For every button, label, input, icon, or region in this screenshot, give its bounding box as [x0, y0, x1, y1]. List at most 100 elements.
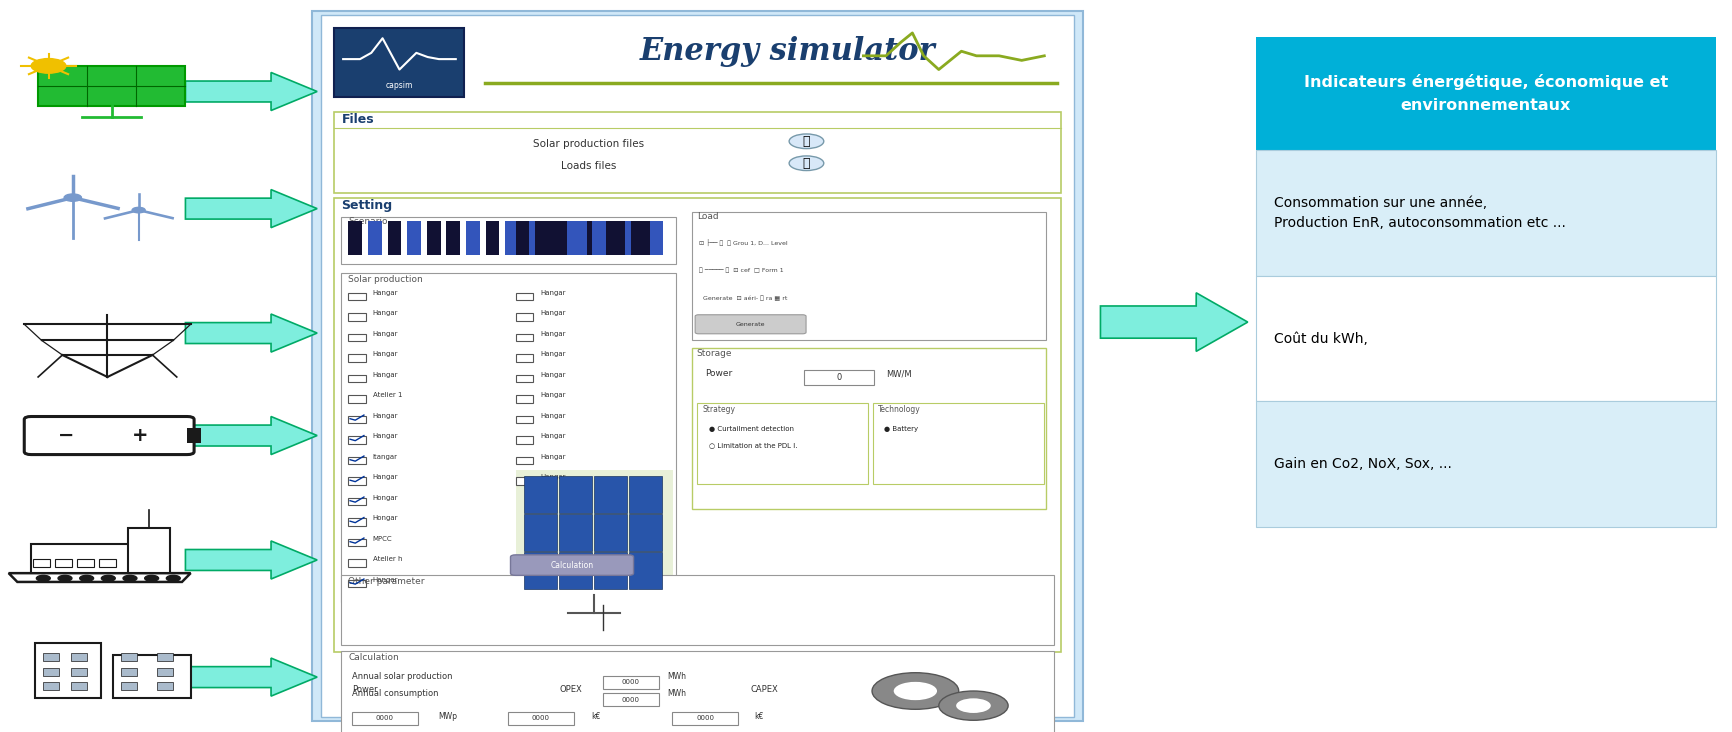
- Bar: [334, 28, 464, 97]
- Text: Hangar: Hangar: [540, 351, 565, 357]
- Bar: [466, 221, 480, 255]
- Bar: [348, 539, 365, 546]
- FancyBboxPatch shape: [695, 315, 805, 334]
- Bar: [516, 416, 533, 423]
- Text: Technology: Technology: [878, 405, 921, 414]
- Text: Energy simulator: Energy simulator: [639, 36, 935, 67]
- Bar: [312, 11, 1082, 721]
- Text: Scenario: Scenario: [348, 217, 388, 226]
- Bar: [516, 293, 533, 300]
- Bar: [35, 643, 100, 698]
- Bar: [33, 559, 50, 567]
- Bar: [31, 544, 149, 573]
- Bar: [348, 477, 365, 485]
- Bar: [348, 395, 365, 403]
- Bar: [352, 712, 417, 725]
- Circle shape: [36, 575, 50, 581]
- Bar: [99, 559, 116, 567]
- Bar: [348, 221, 362, 255]
- Bar: [367, 221, 381, 255]
- Text: 🔍: 🔍: [802, 135, 811, 148]
- Text: Hangar: Hangar: [372, 577, 398, 583]
- FancyBboxPatch shape: [511, 555, 634, 575]
- Text: Hangar: Hangar: [540, 331, 565, 337]
- Bar: [485, 221, 499, 255]
- Polygon shape: [185, 658, 317, 696]
- Text: k€: k€: [591, 712, 599, 721]
- Circle shape: [31, 59, 66, 73]
- Bar: [594, 515, 627, 551]
- Bar: [447, 221, 461, 255]
- Bar: [573, 221, 587, 255]
- Bar: [584, 221, 598, 255]
- Text: Solar production: Solar production: [348, 274, 423, 284]
- Bar: [388, 221, 402, 255]
- Text: 0000: 0000: [622, 697, 639, 703]
- Text: Hongar: Hongar: [372, 515, 398, 521]
- Polygon shape: [185, 417, 317, 455]
- Bar: [426, 221, 440, 255]
- Text: Setting: Setting: [341, 199, 393, 212]
- Bar: [516, 375, 533, 382]
- Text: Annual solar production: Annual solar production: [352, 671, 452, 681]
- Text: Hangar: Hangar: [372, 474, 398, 480]
- Bar: [348, 375, 365, 382]
- Text: Load: Load: [696, 212, 719, 221]
- Bar: [113, 655, 191, 698]
- FancyBboxPatch shape: [24, 417, 194, 455]
- FancyBboxPatch shape: [691, 348, 1046, 509]
- Bar: [71, 653, 87, 661]
- Text: Atelier 1: Atelier 1: [372, 392, 402, 398]
- FancyBboxPatch shape: [691, 212, 1046, 340]
- Text: Power: Power: [352, 685, 378, 695]
- Bar: [348, 457, 365, 464]
- Bar: [71, 682, 87, 690]
- Text: Storage: Storage: [696, 348, 733, 358]
- FancyBboxPatch shape: [341, 575, 1053, 645]
- Text: Annual consumption: Annual consumption: [352, 689, 438, 698]
- FancyBboxPatch shape: [873, 403, 1043, 484]
- Text: Hangar: Hangar: [372, 413, 398, 419]
- Bar: [650, 221, 663, 255]
- Text: 0000: 0000: [696, 715, 714, 721]
- Bar: [516, 334, 533, 341]
- Circle shape: [59, 575, 73, 581]
- Bar: [544, 221, 558, 255]
- Bar: [348, 580, 365, 587]
- Bar: [630, 221, 644, 255]
- Bar: [516, 477, 533, 485]
- FancyBboxPatch shape: [341, 651, 1053, 732]
- Polygon shape: [1100, 293, 1247, 351]
- Text: Coût du kWh,: Coût du kWh,: [1273, 332, 1367, 346]
- Text: ⊡ ├── 🔲  ⬜ Grou 1, D... Level: ⊡ ├── 🔲 ⬜ Grou 1, D... Level: [698, 239, 786, 246]
- Text: ● Battery: ● Battery: [883, 426, 918, 432]
- Text: Generate: Generate: [736, 322, 766, 326]
- Circle shape: [80, 575, 94, 581]
- Bar: [525, 515, 556, 551]
- FancyBboxPatch shape: [696, 403, 868, 484]
- Bar: [187, 428, 201, 443]
- Bar: [559, 553, 592, 589]
- Bar: [516, 221, 528, 255]
- Text: Other parameter: Other parameter: [348, 577, 424, 586]
- Text: Hangar: Hangar: [540, 413, 565, 419]
- Text: Indicateurs énergétique, économique et
environnementaux: Indicateurs énergétique, économique et e…: [1302, 74, 1668, 113]
- Text: MWp: MWp: [438, 712, 457, 721]
- Bar: [592, 221, 606, 255]
- Text: ● Curtailment detection: ● Curtailment detection: [708, 426, 793, 432]
- Bar: [348, 293, 365, 300]
- Bar: [43, 682, 59, 690]
- Bar: [121, 682, 137, 690]
- Text: Atelier h: Atelier h: [372, 556, 402, 562]
- Text: Calculation: Calculation: [348, 652, 398, 662]
- Bar: [507, 712, 573, 725]
- Text: Itangar: Itangar: [372, 454, 397, 460]
- Text: Calculation: Calculation: [551, 561, 594, 569]
- Bar: [1256, 401, 1715, 527]
- Bar: [76, 559, 94, 567]
- Circle shape: [166, 575, 180, 581]
- Text: Hangar: Hangar: [372, 290, 398, 296]
- Text: k€: k€: [753, 712, 762, 721]
- Bar: [128, 528, 170, 573]
- Bar: [672, 712, 738, 725]
